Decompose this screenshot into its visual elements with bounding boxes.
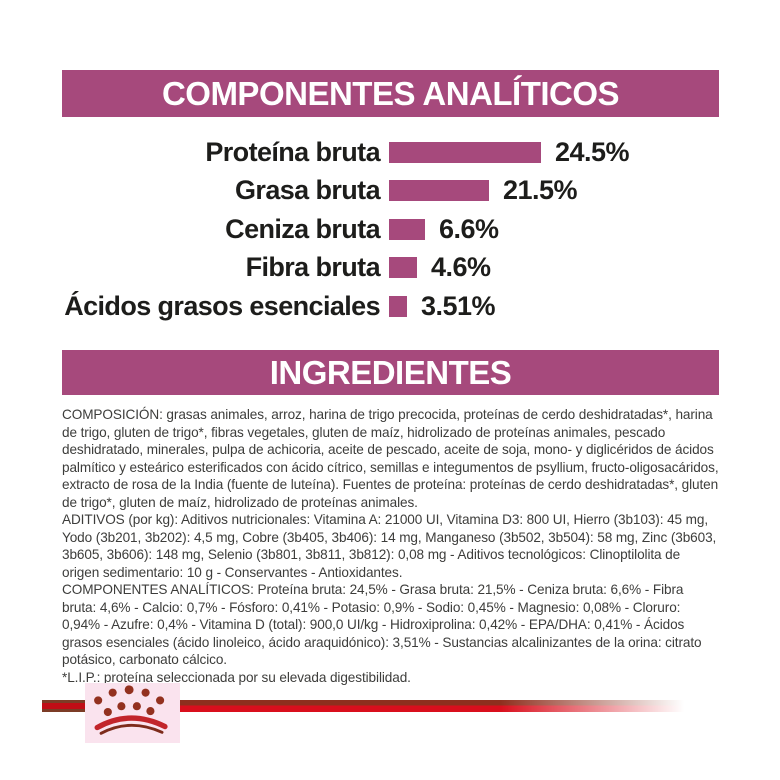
chart-row: Ceniza bruta 6.6% — [62, 210, 719, 249]
brand-logo-background — [85, 683, 180, 743]
bar-fibre — [389, 257, 417, 279]
royal-canin-crown-icon — [93, 685, 168, 735]
lip-note: *L.I.P.: proteína seleccionada por su el… — [62, 669, 411, 685]
ingredients-title: INGREDIENTES — [269, 353, 512, 391]
analytical-constituents-paragraph: COMPONENTES ANALÍTICOS: Proteína bruta: … — [62, 582, 702, 667]
chart-row: Grasa bruta 21.5% — [62, 172, 719, 211]
analytical-components-bar-chart: Proteína bruta 24.5% Grasa bruta 21.5% C… — [62, 133, 719, 326]
bar-value-essential-fatty-acids: 3.51% — [421, 290, 496, 321]
bar-label-essential-fatty-acids: Ácidos grasos esenciales — [64, 290, 380, 321]
bar-value-fat: 21.5% — [503, 175, 578, 206]
bar-label-ash: Ceniza bruta — [225, 213, 380, 244]
bar-essential-fatty-acids — [389, 295, 407, 317]
bar-label-fibre: Fibra bruta — [245, 252, 381, 283]
bar-protein — [389, 141, 541, 163]
bar-ash — [389, 218, 425, 240]
bar-fat — [389, 180, 489, 202]
brand-stripe-left-cap — [42, 700, 88, 712]
composition-paragraph: COMPOSICIÓN: grasas animales, arroz, har… — [62, 407, 719, 510]
chart-row: Fibra bruta 4.6% — [62, 249, 719, 288]
bar-label-fat: Grasa bruta — [235, 175, 381, 206]
ingredients-text-block: COMPOSICIÓN: grasas animales, arroz, har… — [62, 406, 720, 686]
analytical-components-banner: COMPONENTES ANALÍTICOS — [62, 70, 719, 117]
brand-stripe-fade — [500, 698, 700, 714]
chart-row: Proteína bruta 24.5% — [62, 133, 719, 172]
chart-row: Ácidos grasos esenciales 3.51% — [62, 287, 719, 326]
bar-value-ash: 6.6% — [439, 213, 499, 244]
additives-paragraph: ADITIVOS (por kg): Aditivos nutricionale… — [62, 512, 717, 580]
bar-value-fibre: 4.6% — [431, 252, 491, 283]
bar-value-protein: 24.5% — [555, 136, 630, 167]
analytical-components-title: COMPONENTES ANALÍTICOS — [161, 74, 620, 112]
bar-label-protein: Proteína bruta — [205, 136, 380, 167]
ingredients-banner: INGREDIENTES — [62, 350, 719, 395]
